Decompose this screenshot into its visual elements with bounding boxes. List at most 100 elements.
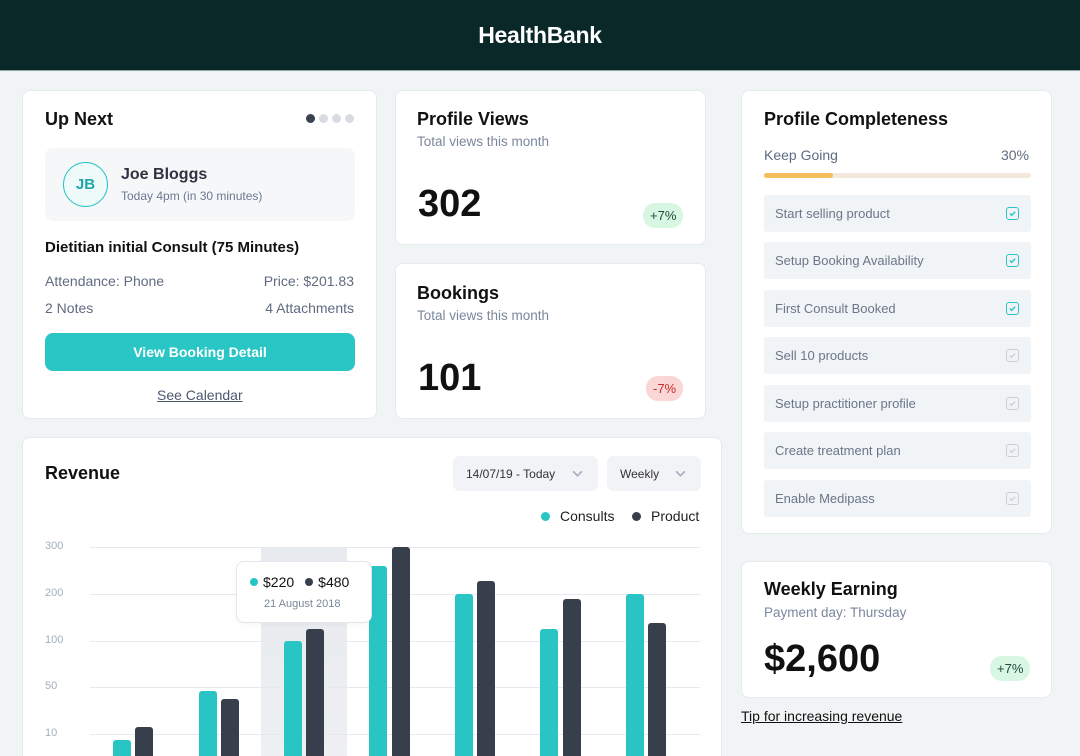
avatar: JB xyxy=(63,162,108,207)
pager-dot-2[interactable] xyxy=(319,114,328,123)
patient-summary: JB Joe Bloggs Today 4pm (in 30 minutes) xyxy=(45,148,355,221)
chart-tooltip: $220 $480 21 August 2018 xyxy=(236,561,372,623)
carousel-pager xyxy=(306,114,354,123)
consult-title: Dietitian initial Consult (75 Minutes) xyxy=(45,239,300,256)
tooltip-values: $220 $480 xyxy=(250,574,349,590)
tooltip-date: 21 August 2018 xyxy=(264,598,341,610)
pager-dot-4[interactable] xyxy=(345,114,354,123)
progress-percent: 30% xyxy=(1000,147,1029,163)
task-item[interactable]: First Consult Booked xyxy=(764,290,1031,327)
weekly-earning-change-badge: +7% xyxy=(990,656,1031,681)
bar-consults[interactable] xyxy=(626,594,644,756)
task-label: Sell 10 products xyxy=(775,348,869,363)
task-item[interactable]: Create treatment plan xyxy=(764,432,1031,469)
profile-views-card: Profile Views Total views this month 302… xyxy=(395,90,706,245)
bookings-card: Bookings Total views this month 101 -7% xyxy=(395,263,706,419)
attachments-count: 4 Attachments xyxy=(265,300,354,316)
date-range-select[interactable]: 14/07/19 - Today xyxy=(453,456,598,491)
task-label: First Consult Booked xyxy=(775,301,896,316)
tooltip-product-value: $480 xyxy=(318,574,350,590)
y-tick: 100 xyxy=(45,634,64,646)
legend-consults: Consults xyxy=(541,508,614,524)
task-label: Setup practitioner profile xyxy=(775,396,916,411)
interval-value: Weekly xyxy=(620,466,660,481)
checkbox-unchecked-icon[interactable] xyxy=(1006,349,1019,362)
bar-product[interactable] xyxy=(563,599,581,756)
checkbox-checked-icon[interactable] xyxy=(1006,207,1019,220)
progress-bar xyxy=(764,173,1031,178)
weekly-earning-card: Weekly Earning Payment day: Thursday $2,… xyxy=(741,561,1052,698)
tooltip-consults-value: $220 xyxy=(263,574,295,590)
see-calendar-link[interactable]: See Calendar xyxy=(157,387,243,403)
task-label: Create treatment plan xyxy=(775,443,901,458)
legend-product: Product xyxy=(632,508,699,524)
pager-dot-3[interactable] xyxy=(332,114,341,123)
bookings-change-badge: -7% xyxy=(646,376,684,401)
bar-consults[interactable] xyxy=(455,594,473,756)
checkbox-unchecked-icon[interactable] xyxy=(1006,444,1019,457)
y-tick: 10 xyxy=(45,727,58,739)
bar-consults[interactable] xyxy=(284,641,302,756)
date-range-value: 14/07/19 - Today xyxy=(466,466,556,481)
profile-completeness-title: Profile Completeness xyxy=(764,109,949,129)
view-booking-detail-button[interactable]: View Booking Detail xyxy=(45,333,355,371)
bar-product[interactable] xyxy=(135,727,153,756)
bar-consults[interactable] xyxy=(113,740,131,756)
legend-label: Consults xyxy=(560,508,615,524)
checkbox-checked-icon[interactable] xyxy=(1006,254,1019,267)
chevron-down-icon xyxy=(572,470,583,477)
bookings-subtitle: Total views this month xyxy=(417,308,550,323)
profile-views-change-badge: +7% xyxy=(643,203,684,228)
notes-count: 2 Notes xyxy=(45,300,94,316)
bar-consults[interactable] xyxy=(369,566,387,756)
y-tick: 200 xyxy=(45,587,64,599)
bar-product[interactable] xyxy=(306,629,324,756)
top-bar: HealthBank xyxy=(0,0,1080,71)
task-label: Setup Booking Availability xyxy=(775,253,924,268)
bar-consults[interactable] xyxy=(540,629,558,756)
task-item[interactable]: Start selling product xyxy=(764,195,1031,232)
progress-status: Keep Going xyxy=(764,147,838,163)
product-dot-icon xyxy=(305,578,314,586)
chevron-down-icon xyxy=(675,470,686,477)
consults-dot-icon xyxy=(250,578,258,586)
revenue-card: Revenue 14/07/19 - Today Weekly Consults… xyxy=(22,437,722,756)
bar-consults[interactable] xyxy=(199,691,217,756)
up-next-title: Up Next xyxy=(45,109,114,129)
profile-views-subtitle: Total views this month xyxy=(417,134,550,149)
brand-logo[interactable]: HealthBank xyxy=(478,21,602,48)
legend-label: Product xyxy=(651,508,700,524)
task-item[interactable]: Setup practitioner profile xyxy=(764,385,1031,422)
weekly-earning-title: Weekly Earning xyxy=(764,579,898,599)
patient-name: Joe Bloggs xyxy=(121,166,208,183)
task-label: Enable Medipass xyxy=(775,491,875,506)
product-legend-dot xyxy=(632,511,641,521)
bar-product[interactable] xyxy=(648,623,666,756)
checkbox-checked-icon[interactable] xyxy=(1006,302,1019,315)
task-label: Start selling product xyxy=(775,206,890,221)
weekly-earning-value: $2,600 xyxy=(764,638,881,680)
payment-day: Payment day: Thursday xyxy=(764,605,907,620)
attendance-label: Attendance: Phone xyxy=(45,273,165,289)
revenue-tip-link[interactable]: Tip for increasing revenue xyxy=(741,708,903,724)
checkbox-unchecked-icon[interactable] xyxy=(1006,492,1019,505)
profile-views-title: Profile Views xyxy=(417,109,529,129)
task-item[interactable]: Sell 10 products xyxy=(764,337,1031,374)
bar-product[interactable] xyxy=(221,699,239,756)
bookings-value: 101 xyxy=(418,357,482,399)
bar-product[interactable] xyxy=(392,547,410,756)
appointment-time: Today 4pm (in 30 minutes) xyxy=(121,189,263,203)
y-tick: 300 xyxy=(45,540,64,552)
profile-completeness-card: Profile Completeness Keep Going 30% Star… xyxy=(741,90,1052,534)
task-item[interactable]: Enable Medipass xyxy=(764,480,1031,517)
price-label: Price: $201.83 xyxy=(263,273,354,289)
bar-product[interactable] xyxy=(477,581,495,756)
interval-select[interactable]: Weekly xyxy=(607,456,701,491)
checkbox-unchecked-icon[interactable] xyxy=(1006,397,1019,410)
revenue-title: Revenue xyxy=(45,463,121,483)
progress-fill xyxy=(764,173,834,178)
profile-views-value: 302 xyxy=(418,183,482,225)
task-item[interactable]: Setup Booking Availability xyxy=(764,242,1031,279)
pager-dot-1[interactable] xyxy=(306,114,315,123)
consults-legend-dot xyxy=(541,511,550,521)
